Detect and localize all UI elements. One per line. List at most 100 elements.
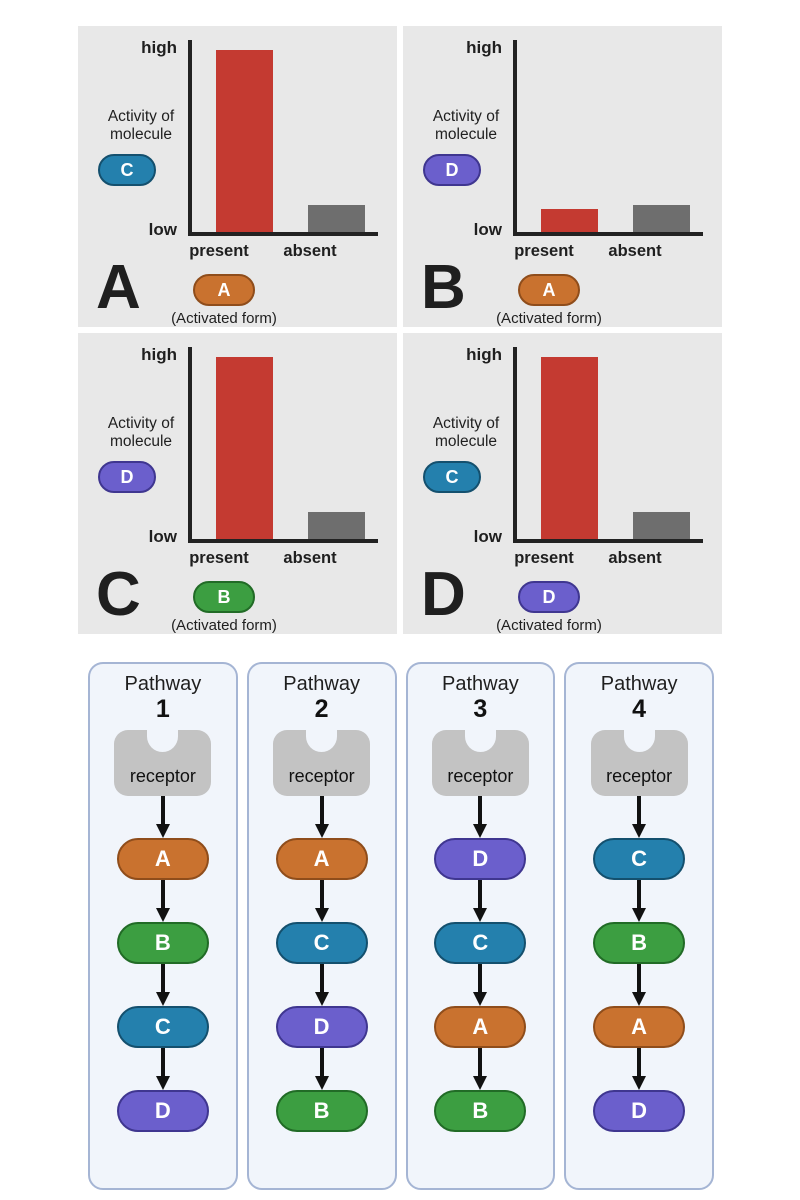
arrow-shaft bbox=[478, 795, 483, 828]
panel-letter: D bbox=[421, 560, 466, 629]
arrow-icon bbox=[473, 1047, 488, 1090]
arrow-head bbox=[314, 991, 329, 1006]
pathway-title: Pathway bbox=[442, 673, 519, 695]
y-axis-high-label: high bbox=[141, 38, 177, 57]
activity-caption: Activity of molecule bbox=[411, 415, 521, 452]
arrow-shaft bbox=[478, 1047, 483, 1080]
bar-present bbox=[541, 356, 598, 539]
panel-letter: A bbox=[96, 253, 141, 322]
pathway-diagrams-row: Pathway 1 receptor A B C D Pathway 2 receptor A C D B… bbox=[88, 662, 714, 1190]
pathway-node-pill: B bbox=[116, 921, 209, 964]
bar-absent bbox=[633, 512, 690, 539]
x-tick-present: present bbox=[514, 549, 574, 567]
arrow-shaft bbox=[160, 795, 165, 828]
bar-chart-plot bbox=[513, 347, 703, 543]
x-axis-line bbox=[513, 232, 703, 236]
activity-caption: Activity of molecule bbox=[411, 108, 521, 145]
arrow-shaft bbox=[637, 963, 642, 996]
arrow-head bbox=[632, 1075, 647, 1090]
arrow-head bbox=[473, 991, 488, 1006]
arrow-head bbox=[155, 991, 170, 1006]
arrow-shaft bbox=[319, 1047, 324, 1080]
arrow-icon bbox=[314, 795, 329, 838]
activity-caption: Activity of molecule bbox=[86, 415, 196, 452]
arrow-icon bbox=[632, 1047, 647, 1090]
arrow-icon bbox=[632, 795, 647, 838]
receptor-notch bbox=[147, 717, 179, 752]
activated-form-pill: B bbox=[193, 581, 255, 613]
arrow-head bbox=[632, 823, 647, 838]
x-tick-absent: absent bbox=[283, 549, 337, 567]
activated-form-pill: A bbox=[518, 274, 580, 306]
activity-caption-line1: Activity of bbox=[432, 415, 500, 432]
x-tick-present: present bbox=[189, 242, 249, 260]
arrow-head bbox=[314, 823, 329, 838]
arrow-shaft bbox=[319, 963, 324, 996]
arrow-head bbox=[155, 907, 170, 922]
pathway-node-pill: D bbox=[275, 1005, 368, 1048]
bar-chart-plot bbox=[188, 347, 378, 543]
pathway-title: Pathway bbox=[124, 673, 202, 695]
activated-form-pill: A bbox=[193, 274, 255, 306]
arrow-head bbox=[473, 823, 488, 838]
bar-present bbox=[216, 356, 273, 539]
activated-form-caption: (Activated form) bbox=[171, 310, 277, 327]
pathway-card-2: Pathway 2 receptor A C D B bbox=[246, 662, 397, 1190]
pathway-number: 1 bbox=[155, 695, 170, 723]
receptor-label: receptor bbox=[129, 765, 196, 786]
receptor-notch bbox=[464, 717, 496, 752]
x-axis-line bbox=[188, 539, 378, 543]
arrow-icon bbox=[314, 879, 329, 922]
arrow-icon bbox=[314, 1047, 329, 1090]
receptor-shape: receptor bbox=[431, 717, 529, 796]
activity-caption-line1: Activity of bbox=[107, 415, 175, 432]
arrow-shaft bbox=[319, 795, 324, 828]
activity-caption-line2: molecule bbox=[434, 433, 498, 451]
pathway-card-4: Pathway 4 receptor C B A D bbox=[564, 662, 714, 1190]
arrow-icon bbox=[632, 879, 647, 922]
activated-form-pill: D bbox=[518, 581, 580, 613]
receptor-label: receptor bbox=[606, 765, 673, 786]
pathway-node-pill: B bbox=[593, 921, 686, 964]
arrow-shaft bbox=[160, 879, 165, 912]
y-axis-high-label: high bbox=[466, 345, 502, 364]
activity-caption-line1: Activity of bbox=[107, 108, 175, 125]
pathway-node-pill: C bbox=[434, 921, 527, 964]
x-tick-present: present bbox=[189, 549, 249, 567]
arrow-shaft bbox=[637, 1047, 642, 1080]
receptor-notch bbox=[623, 717, 655, 752]
arrow-icon bbox=[155, 879, 170, 922]
y-axis-low-label: low bbox=[473, 220, 502, 239]
pathway-node-pill: A bbox=[275, 837, 368, 880]
pathway-node-pill: D bbox=[593, 1089, 686, 1132]
pathway-title: Pathway bbox=[283, 673, 360, 695]
pathway-node-pill: B bbox=[434, 1089, 527, 1132]
pathway-node-pill: C bbox=[116, 1005, 209, 1048]
arrow-head bbox=[155, 1075, 170, 1090]
y-axis-line bbox=[188, 40, 192, 236]
x-axis-line bbox=[188, 232, 378, 236]
bar-present bbox=[541, 208, 598, 232]
pathway-node-pill: C bbox=[593, 837, 686, 880]
pathway-node-pill: A bbox=[116, 837, 209, 880]
bar-present bbox=[216, 49, 273, 232]
x-tick-present: present bbox=[514, 242, 574, 260]
pathway-title: Pathway bbox=[600, 673, 678, 695]
bar-chart-plot bbox=[188, 40, 378, 236]
pathway-number: 2 bbox=[314, 695, 329, 723]
arrow-shaft bbox=[478, 963, 483, 996]
y-axis-low-label: low bbox=[473, 527, 502, 546]
bar-absent bbox=[633, 205, 690, 232]
arrow-shaft bbox=[637, 879, 642, 912]
pathway-number: 3 bbox=[473, 695, 488, 723]
y-axis-low-label: low bbox=[148, 527, 177, 546]
measured-molecule-pill: D bbox=[98, 461, 156, 493]
receptor-shape: receptor bbox=[273, 717, 371, 796]
receptor-label: receptor bbox=[447, 765, 514, 786]
x-tick-absent: absent bbox=[608, 242, 662, 260]
activated-form-caption: (Activated form) bbox=[496, 617, 602, 634]
panel-letter: B bbox=[421, 253, 466, 322]
